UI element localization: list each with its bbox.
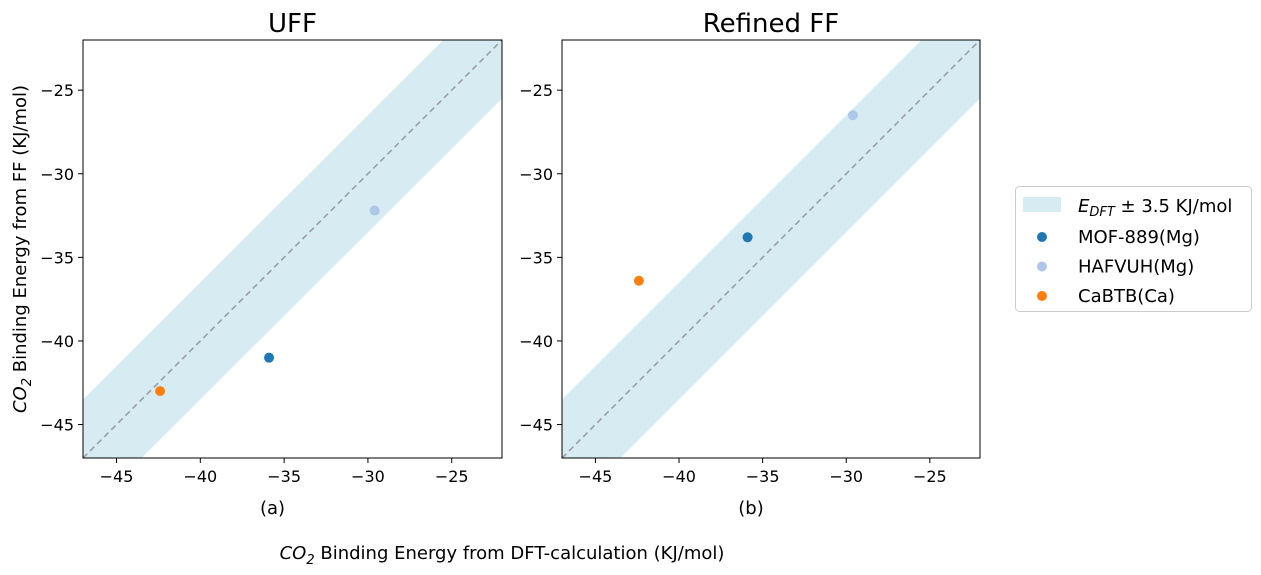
legend-label-cabtb-ca: CaBTB(Ca) <box>1078 286 1175 307</box>
refined-panel-label: (b) <box>738 498 763 519</box>
refined-plot-area <box>562 40 980 458</box>
refined-x-tick-label: −30 <box>829 467 863 486</box>
uff-x-tick-label: −35 <box>267 467 301 486</box>
uff-x-tick-label: −45 <box>100 467 134 486</box>
uff-point-cabtb-ca <box>155 386 166 397</box>
refined-y-tick-label: −30 <box>519 165 553 184</box>
uff-axes-frame <box>82 39 503 459</box>
refined-panel-title: Refined FF <box>703 9 839 39</box>
uff-tolerance-band <box>83 40 502 458</box>
legend-label-mof-889-mg: MOF-889(Mg) <box>1078 227 1200 248</box>
refined-point-cabtb-ca <box>633 275 644 286</box>
refined-point-hafvuh-mg <box>847 110 858 121</box>
refined-point-mof-889-mg <box>742 232 753 243</box>
panel-uff: −45 −40 −35 −30 −25 −45 −40 −35 −30 −25 UFF (a) <box>40 9 503 519</box>
legend-marker-hafvuh-mg <box>1037 261 1047 272</box>
legend: EDFT ± 3.5 KJ/mol MOF-889(Mg) HAFVUH(Mg) C… <box>1015 186 1252 312</box>
uff-plot-area <box>83 40 502 458</box>
uff-y-tick-label: −40 <box>40 332 74 351</box>
uff-y-tick-label: −25 <box>40 81 74 100</box>
uff-y-tick-label: −35 <box>40 248 74 267</box>
refined-x-tick-label: −35 <box>746 467 780 486</box>
uff-x-tick-label: −25 <box>435 467 469 486</box>
refined-y-tick-label: −45 <box>519 416 553 435</box>
uff-panel-title: UFF <box>268 9 317 39</box>
uff-y-tick-label: −30 <box>40 165 74 184</box>
x-axis-label: CO2 Binding Energy from DFT-calculation … <box>280 543 725 568</box>
y-axis-label: CO2 Binding Energy from FF (KJ/mol) <box>10 85 35 413</box>
uff-reference-line <box>83 40 502 458</box>
legend-band-label: EDFT ± 3.5 KJ/mol <box>1078 196 1232 220</box>
refined-x-tick-label: −25 <box>913 467 947 486</box>
refined-y-tick-label: −25 <box>519 81 553 100</box>
legend-marker-cabtb-ca <box>1037 291 1047 301</box>
refined-reference-line <box>562 40 980 458</box>
refined-tolerance-band <box>562 40 980 458</box>
refined-x-tick-label: −45 <box>579 467 613 486</box>
legend-band-swatch <box>1023 197 1061 212</box>
legend-label-hafvuh-mg: HAFVUH(Mg) <box>1078 257 1194 278</box>
uff-x-tick-label: −30 <box>351 467 385 486</box>
refined-axes-frame <box>561 39 981 459</box>
uff-y-tick-label: −45 <box>40 416 74 435</box>
uff-x-tick-label: −40 <box>183 467 217 486</box>
refined-y-tick-label: −40 <box>519 332 553 351</box>
panel-refined-ff: −45 −40 −35 −30 −25 −45 −40 −35 −30 −25 Refined FF… <box>519 9 981 519</box>
uff-point-hafvuh-mg <box>369 205 380 216</box>
legend-frame <box>1015 186 1252 312</box>
legend-marker-mof-889-mg <box>1037 232 1047 242</box>
uff-point-mof-889-mg <box>264 352 275 363</box>
refined-x-tick-label: −40 <box>662 467 696 486</box>
refined-y-tick-label: −35 <box>519 248 553 267</box>
uff-panel-label: (a) <box>260 498 285 519</box>
